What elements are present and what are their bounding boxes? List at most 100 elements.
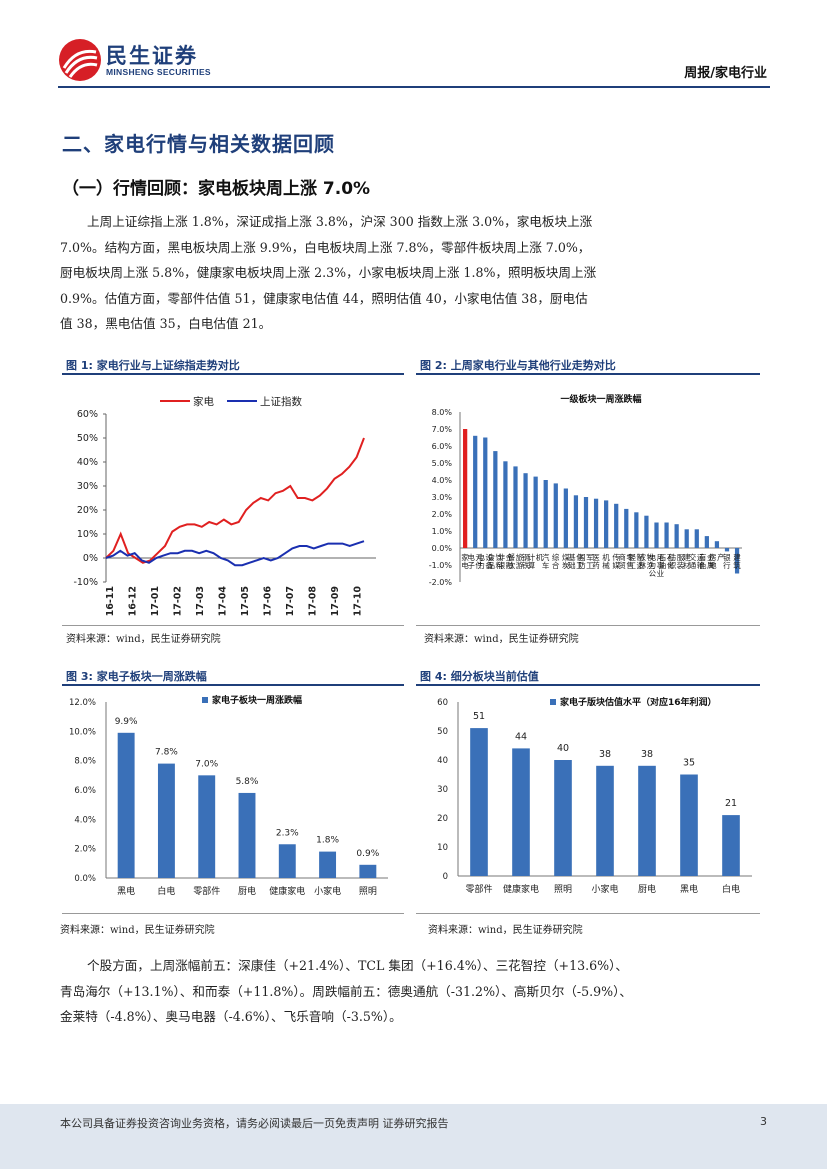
- legend-label: 家电子版块估值水平（对应16年利润）: [560, 696, 717, 708]
- bar-chart-sector-returns: 8.0% 7.0% 6.0% 5.0% 4.0% 3.0% 2.0% 1.0% 0.0% -1.0…: [429, 393, 742, 587]
- x-tick-label: 家电: [461, 552, 469, 570]
- y-tick-label: -2.0%: [429, 578, 453, 587]
- bar-纺织服装: [674, 524, 679, 548]
- x-tick-label: 电力设备: [477, 552, 493, 570]
- x-tick-label: 钢铁: [522, 552, 530, 570]
- bar-石油石化: [664, 522, 669, 548]
- data-label: 35: [683, 758, 695, 769]
- figure4-title: 图 4: 细分板块当前估值: [420, 670, 539, 683]
- x-tick-label: 黑电: [117, 885, 135, 897]
- bar-建筑: [734, 548, 740, 574]
- y-tick-label: 20: [437, 814, 448, 824]
- legend-swatch: [202, 697, 208, 703]
- footer-disclaimer: 本公司具备证券投资咨询业务资格，请务必阅读最后一页免责声明 证券研究报告: [60, 1117, 449, 1130]
- x-tick-label: 餐饮旅游: [508, 552, 524, 570]
- x-tick-label: 医药: [592, 553, 600, 570]
- para-line: 个股方面，上周涨幅前五：深康佳（+21.4%）、TCL 集团（+16.4%）、三…: [87, 958, 628, 973]
- y-tick-label: 2.0%: [432, 510, 453, 519]
- bar-电力及公用事业: [654, 522, 659, 548]
- x-tick-label: 照明: [359, 886, 377, 897]
- bar-商贸零售: [624, 508, 629, 548]
- x-tick-label: 煤炭: [562, 552, 570, 570]
- y-tick-label: 4.0%: [432, 476, 453, 485]
- para-line: 上周上证综指上涨 1.8%，深证成指上涨 3.8%，沪深 300 指数上涨 3.…: [87, 214, 593, 229]
- x-tick-label: 健康家电: [503, 883, 539, 895]
- y-tick-label: 0%: [83, 553, 98, 564]
- bar-黑电: [117, 732, 135, 878]
- bar-基础化工: [573, 495, 579, 548]
- figure1-rule: [62, 373, 404, 375]
- bar-煤炭: [563, 488, 568, 548]
- bar-交通运输: [694, 529, 699, 548]
- subsection-heading: （一）行情回顾：家电板块周上涨 7.0%: [62, 179, 371, 199]
- x-tick-label: 厨电: [638, 883, 656, 895]
- data-label: 7.0%: [195, 759, 218, 769]
- bar-建材: [684, 529, 689, 548]
- data-label: 9.9%: [115, 717, 138, 727]
- y-tick-label: -1.0%: [429, 561, 453, 570]
- company-name-cn: 民生证券: [106, 44, 198, 68]
- x-tick-label: 农林牧渔: [639, 552, 655, 570]
- x-tick-label: 17-02: [173, 586, 184, 616]
- series-line-家电: [105, 437, 365, 564]
- bar-小家电: [596, 765, 614, 876]
- page-number: 3: [760, 1115, 767, 1128]
- bar-厨电: [638, 765, 656, 876]
- y-tick-label: 2.0%: [74, 845, 96, 855]
- bar-电子元器件: [473, 435, 478, 548]
- figure2-source: 资料来源：wind，民生证券研究院: [424, 634, 579, 645]
- bar-白电: [157, 763, 175, 878]
- source-rule: [62, 625, 404, 626]
- company-name-en: MINSHENG SECURITIES: [106, 67, 211, 77]
- x-tick-label: 食品饮料: [488, 552, 504, 570]
- figure3-title: 图 3: 家电子板块一周涨跌幅: [66, 670, 207, 683]
- y-tick-label: 40: [437, 756, 448, 766]
- data-label: 40: [557, 743, 569, 754]
- figure3-rule: [62, 684, 404, 686]
- y-tick-label: 0: [443, 872, 448, 882]
- y-tick-label: 30%: [77, 481, 98, 492]
- bar-健康家电: [278, 844, 296, 878]
- y-tick-label: 6.0%: [432, 442, 453, 451]
- y-tick-label: 5.0%: [432, 459, 453, 468]
- x-tick-label: 17-10: [353, 586, 364, 617]
- data-label: 2.3%: [276, 828, 299, 838]
- bar-chart-subsector-returns: 12.0% 10.0% 8.0% 6.0% 4.0% 2.0% 0.0% 家电子板块一周涨跌幅…: [69, 694, 388, 897]
- x-tick-label: 16-11: [105, 586, 116, 616]
- para-line: 青岛海尔（+13.1%）、和而泰（+11.8%）。周跌幅前五：德奥通航（-31.…: [60, 983, 633, 999]
- data-label: 44: [515, 731, 527, 742]
- bar-照明: [554, 760, 572, 876]
- data-label: 1.8%: [316, 836, 339, 846]
- x-tick-label: 房地产: [709, 552, 725, 570]
- x-tick-label: 17-03: [195, 586, 206, 616]
- y-tick-label: 30: [437, 785, 448, 795]
- x-tick-label: 健康家电: [269, 885, 305, 897]
- x-tick-label: 零部件: [465, 883, 492, 895]
- section-heading: 二、家电行情与相关数据回顾: [62, 132, 335, 156]
- x-tick-label: 纺织服装: [669, 552, 685, 570]
- bar-机械: [604, 500, 609, 548]
- legend-swatch: [550, 699, 556, 705]
- bar-钢铁: [523, 473, 528, 548]
- x-tick-label: 综合: [552, 552, 560, 570]
- y-tick-label: 50: [437, 727, 448, 737]
- x-tick-label: 电子元件: [467, 552, 483, 570]
- bar-黑电: [680, 774, 698, 876]
- x-tick-label: 国防军工: [578, 553, 594, 570]
- figure1-title: 图 1: 家电行业与上证综指走势对比: [66, 359, 240, 372]
- bar-家用电器: [463, 429, 468, 548]
- y-tick-label: 4.0%: [74, 815, 96, 825]
- y-tick-label: 40%: [77, 457, 98, 468]
- x-tick-label: 17-08: [308, 586, 319, 617]
- y-tick-label: 7.0%: [432, 425, 453, 434]
- y-tick-label: 0.0%: [74, 874, 96, 884]
- x-tick-label: 黑电: [680, 883, 698, 895]
- x-tick-label: 白电: [722, 883, 740, 895]
- bar-有色金属: [704, 536, 709, 548]
- header-divider: [58, 86, 770, 88]
- y-tick-label: 60: [437, 698, 448, 708]
- data-label: 21: [725, 798, 737, 809]
- x-tick-label: 16-12: [128, 586, 139, 616]
- x-tick-label: 建筑: [733, 552, 741, 570]
- data-label: 38: [641, 749, 653, 760]
